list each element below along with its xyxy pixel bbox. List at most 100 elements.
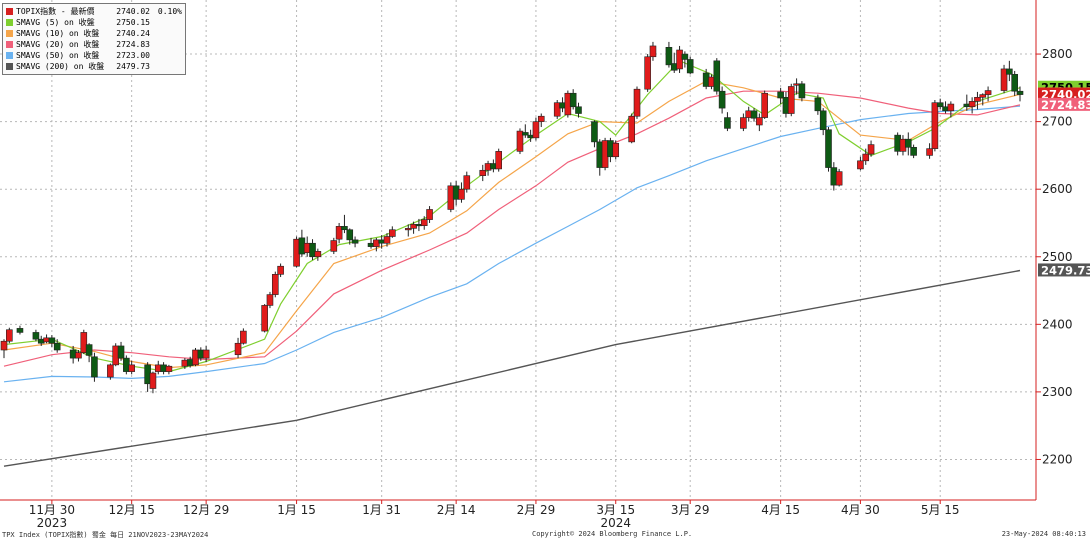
x-tick-label: 1月 15 (277, 503, 316, 517)
candle-body (165, 365, 173, 372)
legend-label: SMAVG (10) on 收盤 (16, 29, 100, 38)
candle-body (686, 59, 694, 74)
x-tick-label: 3月 15 (596, 503, 635, 517)
candle-body (6, 329, 13, 342)
y-tick-label: 2200 (1042, 452, 1073, 466)
candle-body (575, 106, 582, 114)
legend-change: 0.10% (157, 7, 182, 16)
legend-value: 2479.73 (116, 62, 150, 71)
series-line (3, 105, 1021, 383)
x-tick-label: 12月 29 (183, 503, 229, 517)
legend-value: 2740.02 (116, 7, 150, 16)
candle-body (926, 148, 933, 156)
x-tick-label: 3月 29 (671, 503, 710, 517)
candle-body (410, 224, 417, 229)
candle-body (904, 138, 912, 148)
x-tick-label: 2月 29 (517, 503, 556, 517)
candle-body (426, 209, 433, 220)
year-label: 2024 (600, 516, 631, 530)
candle-body (750, 110, 758, 119)
candle-body (1016, 90, 1024, 95)
candle-body (335, 226, 343, 240)
price-label: 2724.83 (1041, 98, 1090, 112)
candle-body (537, 115, 545, 122)
candle-body (463, 175, 471, 190)
candle-body (633, 88, 641, 117)
legend-value: 2740.24 (116, 29, 150, 38)
candle-body (75, 352, 82, 359)
legend-entry-sma5: SMAVG (5) on 收盤 2750.15 (6, 17, 182, 28)
candle-body (968, 101, 976, 108)
candle-body (814, 97, 822, 112)
y-tick-label: 2400 (1042, 317, 1073, 331)
candle-body (787, 86, 795, 114)
series-line (3, 60, 1021, 373)
legend-value: 2724.83 (116, 40, 150, 49)
legend-swatch (6, 30, 13, 37)
candle-body (835, 171, 843, 186)
candle-body (756, 117, 763, 126)
x-tick-label: 11月 30 (29, 503, 75, 517)
series-line (3, 80, 1021, 369)
candle-body (495, 151, 503, 170)
y-tick-label: 2800 (1042, 47, 1073, 61)
candle-body (341, 226, 348, 231)
candle-body (936, 102, 944, 108)
candle-body (649, 45, 657, 58)
y-tick-label: 2600 (1042, 182, 1073, 196)
candle-body (979, 94, 987, 98)
candle-body (718, 90, 726, 109)
legend-label: TOPIX指數 - 最新價 (16, 7, 95, 16)
candle-body (612, 142, 620, 158)
candle-body (404, 228, 412, 231)
candle-body (128, 364, 135, 372)
candle-body (91, 356, 98, 378)
legend-swatch (6, 41, 13, 48)
legend-swatch (6, 52, 13, 59)
footer-timestamp: 23-May-2024 08:40:13 (1001, 530, 1086, 538)
x-tick-label: 4月 30 (841, 503, 880, 517)
candle-body (53, 342, 61, 351)
candle-body (383, 236, 391, 244)
candle-body (761, 92, 768, 118)
legend-swatch (6, 19, 13, 26)
legend-label: SMAVG (20) on 收盤 (16, 40, 100, 49)
candle-body (346, 229, 354, 241)
x-tick-label: 12月 15 (108, 503, 154, 517)
candle-body (458, 188, 465, 200)
candle-body (48, 337, 56, 344)
x-tick-label: 5月 15 (921, 503, 960, 517)
candle-body (240, 330, 247, 344)
candle-body (867, 144, 875, 155)
candle-body (644, 56, 651, 90)
series-line (3, 269, 1021, 467)
y-tick-label: 2700 (1042, 115, 1073, 129)
x-tick-label: 2月 14 (437, 503, 476, 517)
candle-body (681, 53, 689, 60)
footer-copyright: Copyright© 2024 Bloomberg Finance L.P. (532, 530, 693, 538)
footer-source: TPX Index (TOPIX指數) 蜀金 每日 21NOV2023-23MA… (2, 531, 209, 539)
candle-body (740, 117, 747, 129)
candle-body (261, 305, 268, 332)
candle-body (724, 117, 731, 129)
candle-body (569, 92, 577, 108)
candle-body (389, 229, 396, 237)
candle-body (107, 364, 114, 378)
candle-body (80, 332, 88, 354)
candle-body (798, 83, 806, 99)
candle-body (910, 146, 917, 156)
candle-body (947, 103, 955, 112)
candle-body (309, 242, 316, 258)
candle-body (420, 219, 428, 226)
legend-entry-sma10: SMAVG (10) on 收盤 2740.24 (6, 28, 182, 39)
candle-body (516, 130, 524, 152)
legend-value: 2750.15 (116, 18, 150, 27)
candle-body (553, 102, 561, 117)
candle-body (984, 90, 992, 95)
legend-entry-sma200: SMAVG (200) on 收盤 2479.73 (6, 61, 182, 72)
legend-label: SMAVG (50) on 收盤 (16, 51, 100, 60)
candle-body (85, 344, 93, 356)
candle-body (314, 251, 322, 258)
y-tick-label: 2300 (1042, 385, 1073, 399)
candle-body (479, 169, 487, 176)
